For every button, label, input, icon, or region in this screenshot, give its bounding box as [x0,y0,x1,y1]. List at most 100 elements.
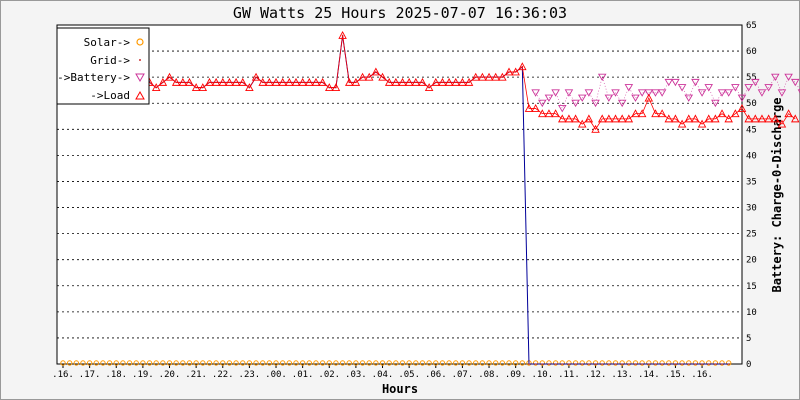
load-point [411,77,421,86]
load-point [331,83,341,92]
x-tick-label: .08. [478,370,500,380]
battery-point [764,84,773,92]
x-tick-label: .17. [79,370,101,380]
solar-point [579,360,585,366]
x-tick-label: .18. [105,370,127,380]
grid-point [601,363,604,365]
y-tick-label: 30 [746,204,757,214]
solar-point [679,360,685,366]
battery-point [617,99,627,108]
battery-point [551,89,560,97]
x-tick-label: .20. [159,370,181,380]
x-tick-label: .12. [585,370,607,380]
battery-point [664,78,674,87]
battery-point [651,89,660,97]
solar-point [220,360,226,366]
series-layer [58,30,800,366]
grid-point [714,363,717,365]
x-tick-label: .06. [425,370,447,380]
load-point [205,77,214,86]
legend-grid-label: Grid-> [90,54,130,67]
load-point [704,114,713,123]
load-point [478,72,487,81]
battery-point [777,89,787,97]
solar-point [426,360,432,366]
solar-point [559,360,565,366]
load-point [178,77,188,86]
load-point [737,103,747,112]
x-tick-label: .04. [372,370,394,380]
solar-point [180,360,186,366]
solar-point [546,360,552,366]
solar-point [273,360,279,366]
battery-point [657,89,667,97]
grid-point [614,363,617,365]
load-point [617,114,627,123]
battery-point [677,84,687,92]
solar-point [246,360,253,366]
grid-point [588,363,590,365]
battery-point [604,94,614,102]
load-point [611,114,620,123]
solar-point [146,360,153,366]
solar-point [106,360,113,366]
load-point [358,72,367,81]
solar-point [672,360,679,366]
solar-point [126,360,133,366]
load-point [491,72,500,81]
grid-point [554,363,557,365]
grid-point [701,363,703,365]
legend-load-marker [135,90,145,100]
load-point [671,114,680,123]
load-point [571,114,580,123]
y-tick-label: 15 [746,282,757,292]
solar-point [419,360,426,366]
load-point [451,77,461,86]
battery-point [737,94,747,102]
legend-battery-marker [135,73,145,83]
solar-point [659,360,665,366]
load-point [225,77,234,86]
load-point [265,77,274,86]
solar-point [306,360,313,366]
solar-point [120,360,126,366]
x-tick-label: .10. [531,370,553,380]
x-tick-label: .19. [132,370,154,380]
solar-point [346,360,352,366]
load-point [784,109,793,118]
load-point [471,72,480,81]
battery-point [671,78,680,87]
battery-point [711,99,720,108]
solar-point [260,360,266,366]
battery-point [544,94,554,102]
grid-point [608,363,610,365]
load-point [318,77,327,86]
load-point [424,83,434,92]
x-axis-label: Hours [382,382,418,396]
solar-point [200,360,206,366]
chart-title: GW Watts 25 Hours 2025-07-07 16:36:03 [233,4,567,22]
solar-point [706,360,712,366]
x-tick-label: .15. [665,370,687,380]
solar-point [719,360,725,366]
solar-point [339,360,346,366]
grid-point [707,363,710,365]
y-tick-label: 10 [746,308,757,318]
solar-point [466,360,472,366]
load-point [724,114,733,123]
load-point [597,114,607,123]
solar-point [506,360,512,366]
load-point [464,77,474,86]
solar-point [446,360,452,366]
x-tick-labels: .16. .17. .18. .19. .20. .21. .22. .23. .00. .01.… [52,364,713,380]
battery-point [644,89,654,97]
load-point [664,114,674,123]
solar-point [166,360,173,366]
solar-point [173,360,179,366]
solar-point [240,360,246,366]
load-point [644,93,654,102]
grid-point [694,363,697,365]
load-point [551,109,560,118]
